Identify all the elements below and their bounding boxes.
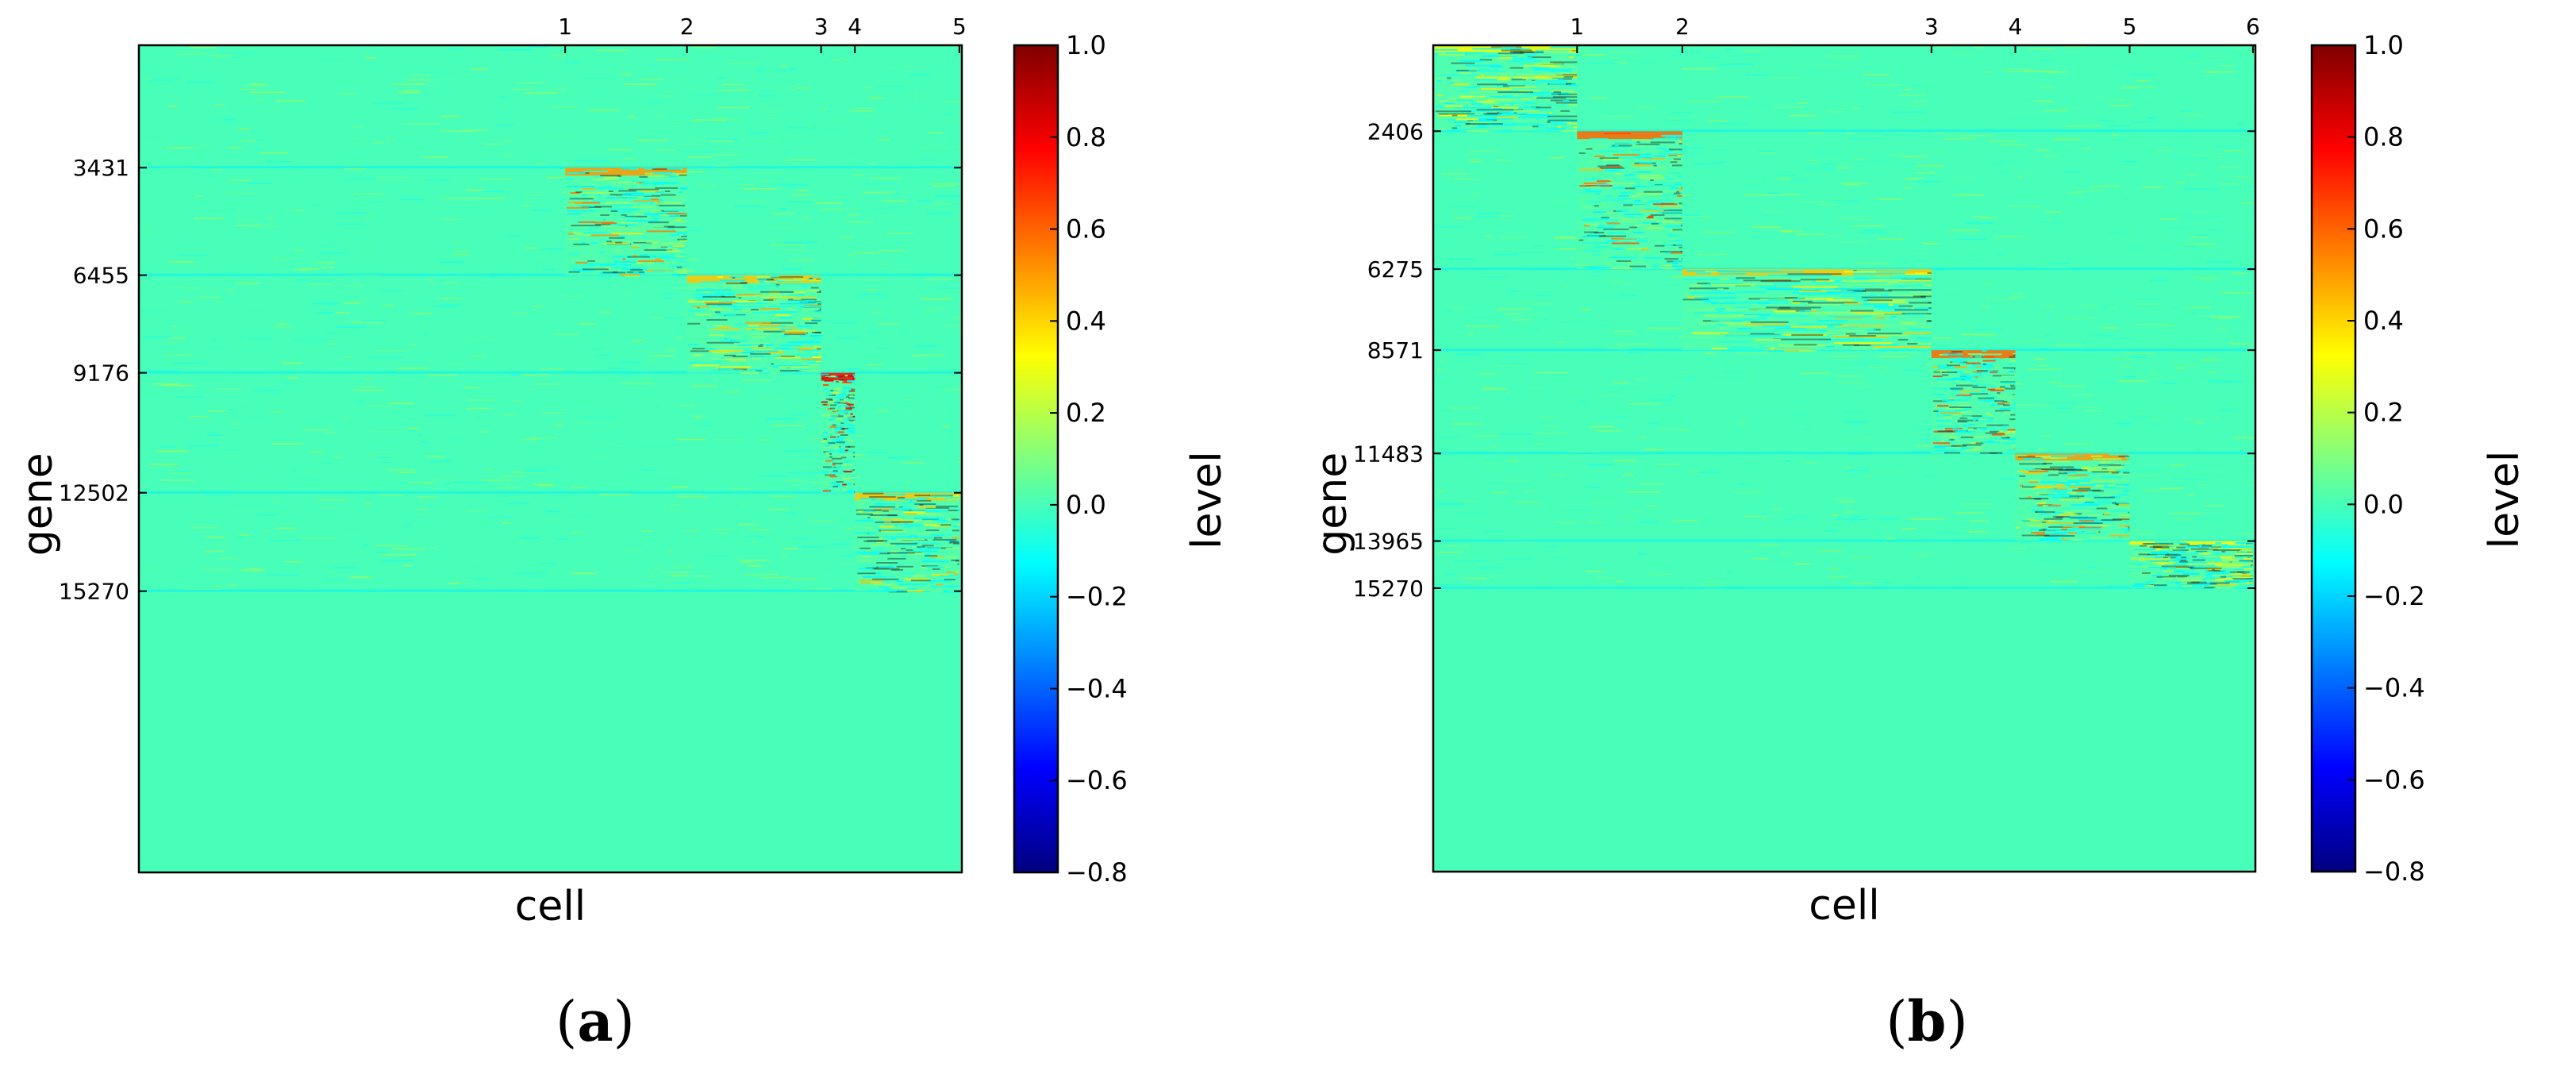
y-tick-label-12502: 12502 (59, 480, 129, 506)
colorbar (1014, 45, 1058, 872)
colorbar (2312, 45, 2355, 872)
colorbar-tick-label: −0.4 (1066, 673, 1128, 703)
cluster-block-2 (1577, 131, 1682, 270)
cluster-block-6 (2129, 541, 2252, 589)
colorbar-label: level (1183, 451, 1231, 549)
y-tick-label-9176: 9176 (73, 360, 129, 387)
x-tick-label-3: 3 (814, 13, 829, 40)
x-tick-label-4: 4 (848, 13, 862, 40)
y-axis-label: gene (14, 452, 62, 556)
heatmap-background (1433, 45, 2255, 872)
cluster-block-1 (565, 167, 686, 276)
cluster-block-3 (1682, 269, 1932, 352)
x-tick-label-5: 5 (2123, 13, 2137, 40)
colorbar-label: level (2481, 451, 2528, 549)
y-tick-label-6455: 6455 (73, 263, 129, 289)
y-tick-label-15270: 15270 (1353, 576, 1424, 602)
x-tick-label-4: 4 (2009, 13, 2023, 40)
cluster-block-2 (687, 275, 821, 375)
colorbar-tick-label: 0.2 (2363, 398, 2404, 428)
x-tick-label-2: 2 (1675, 13, 1690, 40)
cluster-block-1 (1433, 45, 1577, 133)
y-axis-label: gene (1309, 452, 1356, 556)
heatmap-b-figure: 1 2 3 4 5 6 2406 6275 8571 11483 13965 15270 cell gen… (1288, 0, 2576, 1079)
colorbar-tick-label: 0.4 (1066, 306, 1106, 336)
x-tick-label-5: 5 (952, 13, 967, 40)
heatmap-band (139, 274, 962, 276)
y-tick-label-11483: 11483 (1353, 441, 1424, 467)
colorbar-tick-label: 1.0 (2363, 30, 2404, 60)
panel-b: 1 2 3 4 5 6 2406 6275 8571 11483 13965 15270 cell gen… (1288, 0, 2576, 1079)
colorbar-tick-label: 0.6 (1066, 214, 1106, 245)
colorbar-tick-label: −0.2 (1066, 582, 1128, 612)
panel-b-caption: (b) (1847, 988, 2006, 1054)
colorbar-tick-label: 0.0 (2363, 489, 2404, 519)
x-tick-label-1: 1 (1570, 13, 1584, 40)
cluster-block-4 (1932, 350, 2016, 454)
colorbar-tick-label: 1.0 (1066, 30, 1106, 60)
colorbar-tick-label: −0.6 (2363, 764, 2425, 795)
colorbar-tick-label: −0.4 (2363, 673, 2425, 703)
colorbar-tick-label: 0.4 (2363, 306, 2404, 336)
colorbar-tick-label: −0.8 (1066, 857, 1128, 888)
x-tick-label-6: 6 (2246, 13, 2260, 40)
colorbar-tick-label: 0.8 (2363, 122, 2404, 152)
y-tick-label-13965: 13965 (1353, 529, 1424, 555)
x-axis-label: cell (515, 883, 586, 930)
y-tick-label-3431: 3431 (73, 155, 129, 181)
x-axis-label: cell (1809, 882, 1879, 930)
y-tick-label-6275: 6275 (1367, 256, 1424, 283)
colorbar-tick-label: 0.8 (1066, 122, 1106, 152)
y-tick-label-15270: 15270 (59, 579, 129, 605)
heatmap-band (139, 590, 962, 592)
colorbar-tick-label: 0.6 (2363, 214, 2404, 244)
y-tick-label-8571: 8571 (1367, 337, 1424, 364)
x-tick-label-3: 3 (1924, 13, 1939, 40)
heatmap-band (139, 166, 962, 168)
cluster-block-3 (821, 373, 855, 494)
y-tick-label-2406: 2406 (1367, 118, 1424, 144)
colorbar-tick-label: 0.0 (1066, 490, 1106, 520)
colorbar-tick-label: −0.6 (1066, 765, 1128, 795)
x-tick-label-2: 2 (680, 13, 694, 40)
panel-a-caption: (a) (516, 988, 675, 1054)
colorbar-tick-label: 0.2 (1066, 398, 1106, 428)
cluster-block-5 (2015, 453, 2129, 541)
heatmap-band (1433, 452, 2255, 454)
colorbar-tick-label: −0.2 (2363, 581, 2425, 611)
colorbar-tick-label: −0.8 (2363, 857, 2425, 887)
cluster-block-4 (855, 493, 959, 593)
x-tick-label-1: 1 (558, 13, 572, 40)
